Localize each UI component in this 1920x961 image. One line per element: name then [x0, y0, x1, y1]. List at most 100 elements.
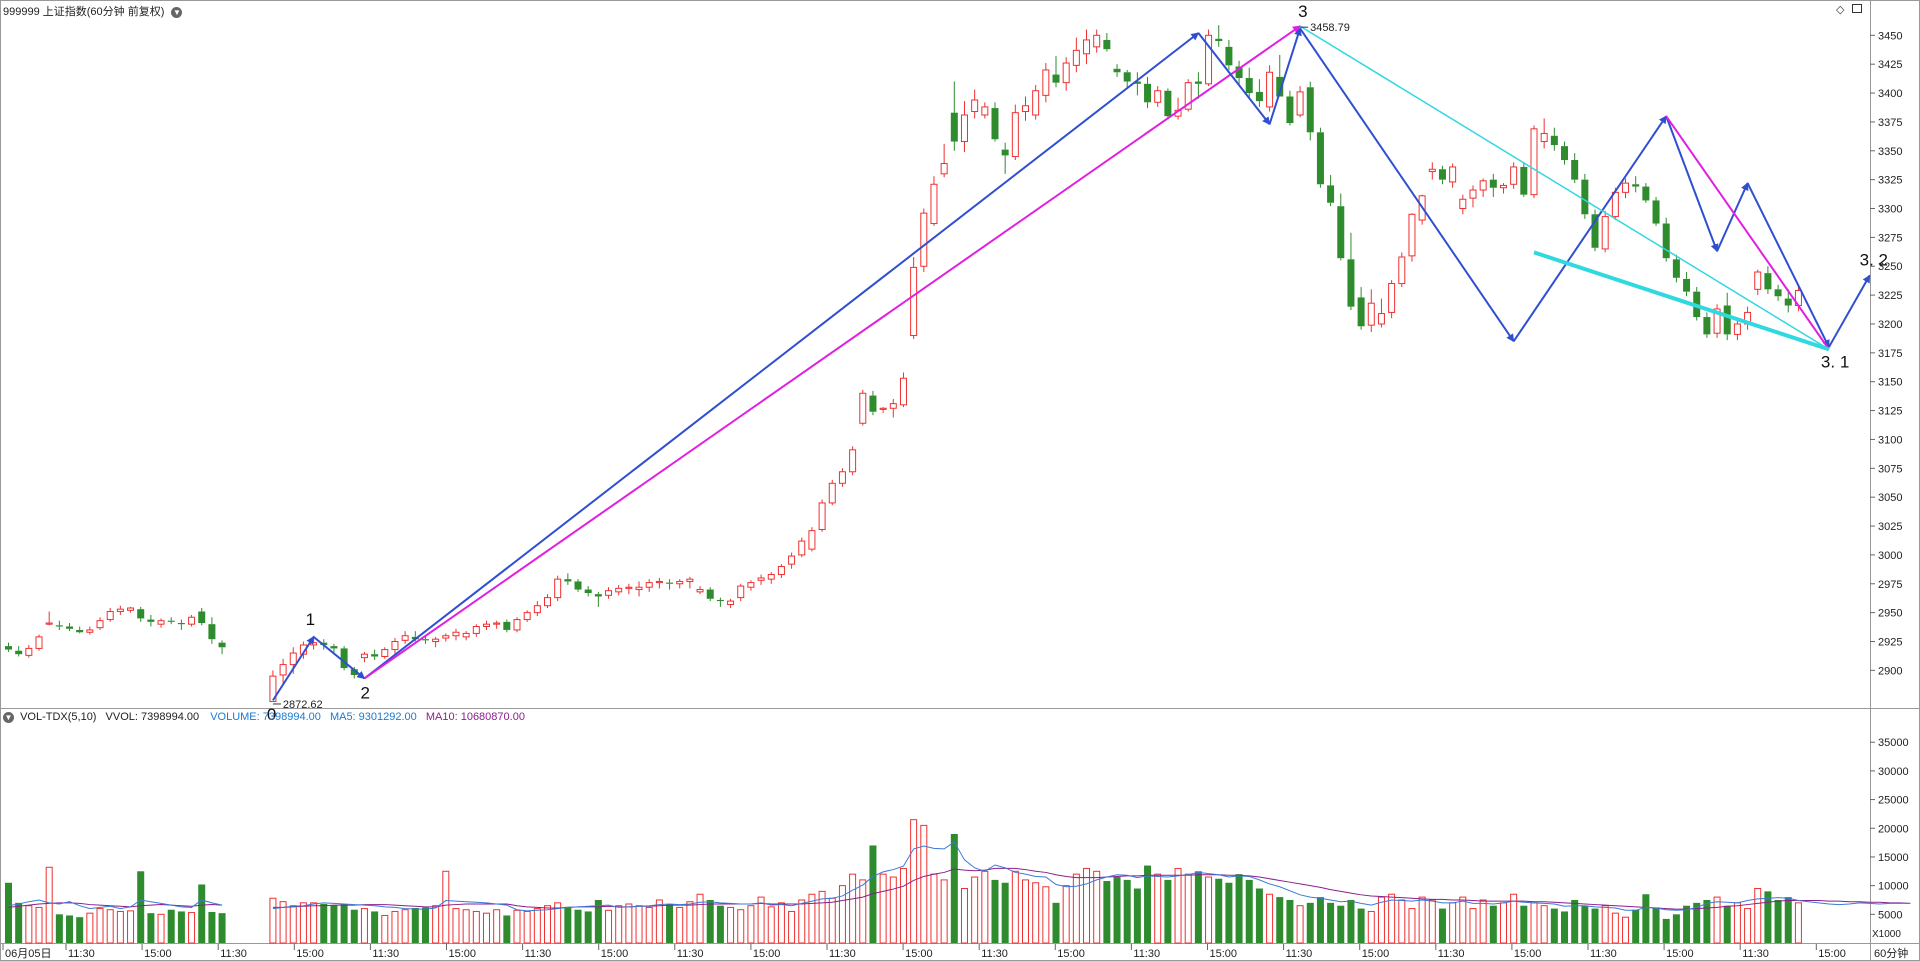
wave-line-blue[interactable]: [363, 32, 1200, 680]
volume-bar-up[interactable]: [1469, 908, 1477, 944]
candle[interactable]: [869, 390, 877, 416]
volume-bar-up[interactable]: [838, 885, 846, 944]
volume-bar-down[interactable]: [1571, 899, 1579, 943]
volume-bar-up[interactable]: [269, 897, 277, 944]
volume-bar-up[interactable]: [1611, 912, 1619, 944]
volume-bar-up[interactable]: [808, 893, 816, 944]
volume-bar-down[interactable]: [1662, 918, 1670, 943]
candle[interactable]: [706, 587, 714, 602]
candle[interactable]: [106, 608, 114, 622]
candle[interactable]: [1388, 280, 1396, 319]
candle[interactable]: [950, 81, 958, 151]
candle[interactable]: [686, 576, 694, 589]
volume-bar-up[interactable]: [1510, 893, 1518, 944]
volume-bar-up[interactable]: [910, 819, 918, 944]
candle[interactable]: [1744, 306, 1752, 330]
candle[interactable]: [462, 631, 470, 641]
volume-bar-up[interactable]: [727, 906, 735, 944]
candle[interactable]: [482, 620, 490, 630]
volume-bar-up[interactable]: [25, 905, 33, 944]
volume-bar-up[interactable]: [452, 908, 460, 944]
candle[interactable]: [55, 620, 63, 630]
volume-bar-down[interactable]: [1194, 871, 1202, 943]
candle[interactable]: [350, 666, 358, 679]
candle[interactable]: [1540, 118, 1548, 149]
candle[interactable]: [828, 479, 836, 506]
volume-bar-down[interactable]: [198, 884, 206, 943]
candle[interactable]: [859, 389, 867, 426]
volume-bar-up[interactable]: [1794, 902, 1802, 944]
candle[interactable]: [371, 649, 379, 660]
volume-bar-up[interactable]: [1154, 873, 1162, 944]
candle[interactable]: [1184, 79, 1192, 112]
volume-bar-down[interactable]: [1144, 865, 1152, 943]
time-tick-label[interactable]: 11:30: [1286, 948, 1313, 960]
candle[interactable]: [96, 617, 104, 630]
volume-bar-down[interactable]: [76, 917, 84, 943]
candle[interactable]: [177, 619, 185, 630]
time-tick-label[interactable]: 11:30: [68, 948, 95, 960]
volume-bar-down[interactable]: [1245, 879, 1253, 943]
volume-bar-up[interactable]: [737, 909, 745, 944]
candle[interactable]: [391, 638, 399, 655]
volume-bar-up[interactable]: [106, 909, 114, 944]
candle[interactable]: [1357, 287, 1365, 330]
candle[interactable]: [198, 608, 206, 626]
volume-bar-up[interactable]: [1174, 867, 1182, 944]
volume-bar-up[interactable]: [533, 908, 541, 944]
candle[interactable]: [635, 581, 643, 597]
time-tick-label[interactable]: 15:00: [905, 948, 933, 960]
candle[interactable]: [788, 552, 796, 569]
candle[interactable]: [1581, 173, 1589, 219]
candle[interactable]: [676, 579, 684, 589]
volume-bar-up[interactable]: [96, 908, 104, 944]
volume-bar-down[interactable]: [411, 908, 419, 943]
candle[interactable]: [645, 579, 653, 592]
volume-bar-down[interactable]: [1123, 879, 1131, 943]
volume-bar-up[interactable]: [1622, 916, 1630, 944]
candle[interactable]: [1266, 65, 1274, 112]
wave-line-blue[interactable]: [1828, 274, 1871, 348]
volume-bar-up[interactable]: [615, 905, 623, 944]
volume-bar-down[interactable]: [371, 911, 379, 943]
volume-bar-down[interactable]: [1164, 879, 1172, 943]
candle[interactable]: [727, 598, 735, 609]
volume-bar-down[interactable]: [1520, 905, 1528, 943]
candle[interactable]: [1601, 210, 1609, 253]
volume-bar-up[interactable]: [554, 902, 562, 944]
candle[interactable]: [757, 574, 765, 585]
volume-bar-down[interactable]: [1774, 899, 1782, 943]
candle[interactable]: [1144, 76, 1152, 109]
candlestick-series[interactable]: [5, 25, 1802, 703]
volume-bar-up[interactable]: [432, 905, 440, 944]
volume-axis[interactable]: 5000 10000 15000 20000 25000 30000 35000: [1870, 737, 1909, 921]
candle[interactable]: [564, 573, 572, 585]
volume-bar-down[interactable]: [218, 913, 226, 943]
volume-bar-up[interactable]: [828, 897, 836, 944]
volume-bar-up[interactable]: [1540, 905, 1548, 944]
time-tick-label[interactable]: 11:30: [1438, 948, 1465, 960]
candle[interactable]: [1032, 84, 1040, 120]
candle[interactable]: [615, 584, 623, 596]
chart-title-bar[interactable]: 999999 上证指数(60分钟 前复权) ▼: [3, 3, 185, 19]
volume-bar-up[interactable]: [1388, 893, 1396, 944]
candle[interactable]: [930, 176, 938, 226]
candle[interactable]: [1469, 185, 1477, 208]
candle[interactable]: [1520, 162, 1528, 197]
volume-bar-down[interactable]: [320, 903, 328, 943]
volume-bar-down[interactable]: [1103, 881, 1111, 943]
candle[interactable]: [1337, 193, 1345, 261]
candle[interactable]: [696, 586, 704, 595]
candle[interactable]: [1662, 217, 1670, 262]
volume-bar-up[interactable]: [86, 912, 94, 944]
candle[interactable]: [269, 670, 277, 703]
time-tick-label[interactable]: 11:30: [1590, 948, 1617, 960]
volume-bar-down[interactable]: [991, 879, 999, 943]
volume-bar-up[interactable]: [645, 906, 653, 944]
candle[interactable]: [76, 626, 84, 634]
volume-bar-up[interactable]: [920, 824, 928, 944]
time-tick-label[interactable]: 11:30: [981, 948, 1008, 960]
volume-bar-up[interactable]: [157, 913, 165, 944]
time-tick-label[interactable]: 11:30: [1133, 948, 1160, 960]
candle[interactable]: [1774, 284, 1782, 301]
